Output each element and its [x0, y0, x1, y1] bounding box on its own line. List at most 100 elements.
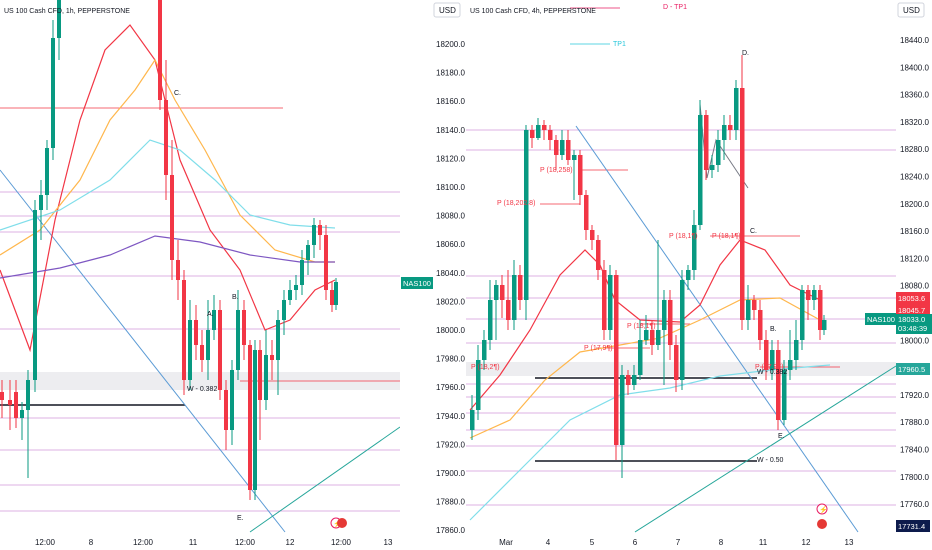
- middle-axis-tick: 18040.0: [436, 269, 465, 278]
- left-candle: [218, 310, 222, 390]
- right-candle: [482, 340, 487, 360]
- right-time-tick: 12: [802, 538, 811, 547]
- left-candle: [306, 245, 310, 260]
- middle-axis-bg: [433, 0, 466, 550]
- right-candle: [746, 300, 751, 320]
- left-candle: [39, 195, 43, 210]
- right-candle: [722, 125, 727, 140]
- right-axis-tick: 17920.0: [900, 391, 929, 400]
- right-candle: [632, 375, 637, 385]
- right-trend-down: [575, 125, 859, 533]
- right-price-axis: 18440.0 18400.0 18360.0 18320.0 18280.0 18240…: [865, 0, 932, 550]
- right-axis-tick: 18360.0: [900, 91, 929, 100]
- left-chart-panel: US 100 Cash CFD, 1h, PEPPERSTONE C. A. B…: [0, 0, 401, 550]
- right-label-p7: P (17,9¶): [755, 364, 784, 371]
- right-candle: [608, 275, 613, 330]
- middle-axis-tick: 17940.0: [436, 412, 465, 421]
- left-trend-up: [249, 426, 401, 533]
- left-time-tick: 12: [286, 538, 295, 547]
- right-axis-tick: 18200.0: [900, 200, 929, 209]
- right-currency-button[interactable]: USD: [897, 2, 925, 18]
- middle-axis-tick: 17960.0: [436, 383, 465, 392]
- left-ema-long: [0, 235, 335, 279]
- right-candle: [668, 300, 673, 345]
- left-label-e: E.: [237, 515, 244, 522]
- left-candle: [258, 350, 262, 400]
- right-candle: [698, 115, 703, 225]
- left-candle: [276, 320, 280, 360]
- left-candle: [20, 410, 24, 418]
- right-candle: [812, 290, 817, 300]
- left-axis-bg: [400, 0, 433, 550]
- left-candle: [294, 285, 298, 290]
- left-event-icons[interactable]: ⚡: [330, 517, 347, 529]
- left-candle: [282, 300, 286, 320]
- right-label-p2: P (18,202.8): [497, 200, 535, 207]
- right-candles: [470, 55, 827, 478]
- right-candle: [782, 370, 787, 420]
- right-price-tag-bg: [896, 304, 930, 316]
- left-candle: [330, 290, 334, 305]
- right-axis-tick: 18120.0: [900, 254, 929, 263]
- middle-axis-tick: 17980.0: [436, 355, 465, 364]
- right-axis-tick: 17880.0: [900, 418, 929, 427]
- right-candle: [704, 115, 709, 170]
- right-symbol-tag-bg: [865, 313, 896, 325]
- left-candle: [318, 225, 322, 235]
- right-plot-bg: [466, 0, 896, 550]
- middle-axis-tick: 18000.0: [436, 326, 465, 335]
- left-candle: [8, 400, 12, 405]
- right-label-p5: P (18,1¶): [627, 323, 656, 330]
- right-candle: [572, 155, 577, 160]
- left-candle: [334, 282, 338, 305]
- left-time-tick: 11: [189, 538, 198, 547]
- left-chart-title: US 100 Cash CFD, 1h, PEPPERSTONE: [4, 8, 130, 15]
- right-price-tag-teal-bg: [896, 363, 930, 375]
- middle-axis-tick: 17860.0: [436, 526, 465, 535]
- right-label-p8: P (18,2¶): [471, 364, 500, 371]
- left-candle: [26, 380, 30, 410]
- right-candle: [764, 340, 769, 370]
- left-zone-band: [0, 372, 400, 390]
- left-candle: [0, 392, 4, 400]
- right-axis-tick: 18440.0: [900, 36, 929, 45]
- right-price-tag-navy: 17731.4: [898, 522, 925, 531]
- right-label-b: B.: [770, 326, 777, 333]
- right-candle: [662, 300, 667, 330]
- right-price-tag: 18053.6: [898, 294, 925, 303]
- left-time-tick: 12:00: [133, 538, 154, 547]
- right-axis-bg: [896, 0, 932, 550]
- left-time-tick: 12:00: [235, 538, 256, 547]
- right-label-p1: P (18,258): [540, 167, 573, 174]
- left-time-axis: 12:00 8 12:00 11 12:00 12 12:00 13: [35, 538, 393, 547]
- right-axis-tick: 18000.0: [900, 336, 929, 345]
- left-time-tick: 13: [384, 538, 393, 547]
- right-time-tick: Mar: [499, 538, 513, 547]
- left-flag-icon: [337, 518, 347, 528]
- right-time-tick: 4: [546, 538, 551, 547]
- right-candle: [470, 410, 475, 430]
- left-currency-label: USD: [439, 6, 456, 15]
- right-axis-tick: 18240.0: [900, 173, 929, 182]
- right-candle: [740, 88, 745, 320]
- right-candle: [512, 275, 517, 320]
- left-candle: [300, 260, 304, 285]
- left-label-c: C.: [174, 90, 181, 97]
- left-candle: [176, 260, 180, 280]
- right-candle: [530, 130, 535, 138]
- left-trendlines: [0, 169, 401, 533]
- right-candle: [620, 375, 625, 445]
- left-time-tick: 12:00: [331, 538, 352, 547]
- right-time-axis: Mar 4 5 6 7 8 11 12 13: [499, 538, 854, 547]
- middle-axis-tick: 18060.0: [436, 240, 465, 249]
- left-currency-button[interactable]: USD: [433, 2, 461, 18]
- right-candle: [578, 155, 583, 195]
- right-candle: [734, 88, 739, 130]
- left-symbol-tag-bg: [401, 277, 433, 289]
- left-ema-slow: [0, 139, 336, 231]
- right-candle: [536, 125, 541, 138]
- left-candle: [33, 210, 37, 380]
- right-event-icons[interactable]: ⚡: [816, 503, 828, 529]
- right-label-tp1: TP1: [613, 41, 626, 48]
